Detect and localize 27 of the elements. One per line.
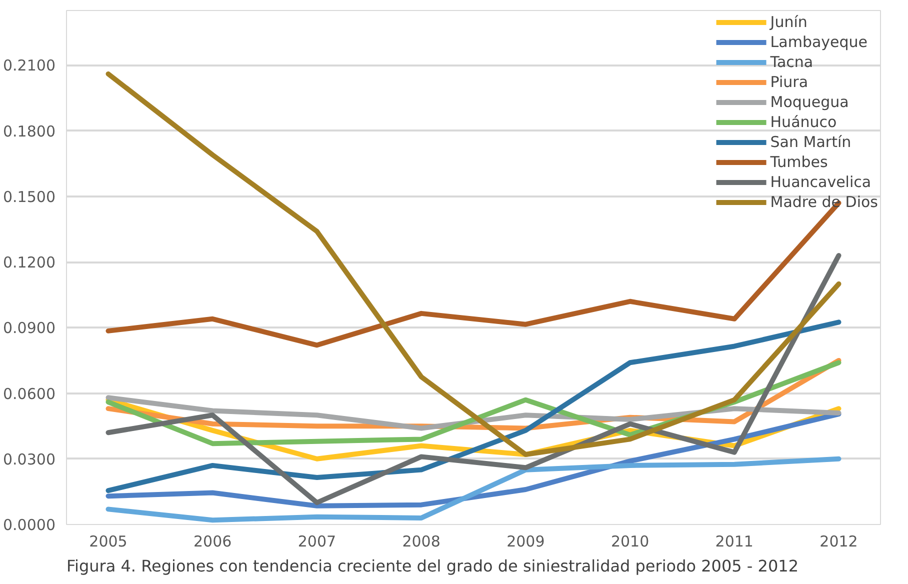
legend-label: Tumbes [770,153,828,171]
x-tick-label: 2009 [506,532,545,550]
legend-label: Madre de Dios [770,193,878,211]
legend-label: Junín [770,13,808,31]
y-tick-label: 0.0600 [3,384,56,403]
legend-label: Piura [770,73,808,91]
x-tick-label: 2006 [194,532,232,550]
x-tick-label: 2005 [89,532,128,550]
legend-label: Moquegua [770,93,849,111]
y-tick-label: 0.1800 [3,122,56,140]
y-tick-label: 0.1500 [3,188,56,206]
x-tick-label: 2010 [610,532,650,550]
y-tick-label: 0.0300 [3,450,56,468]
x-tick-label: 2012 [820,532,858,550]
x-tick-label: 2007 [298,532,336,550]
y-tick-label: 0.1200 [3,254,56,272]
legend-label: Tacna [770,53,814,71]
y-tick-label: 0.2100 [3,56,56,75]
legend-label: Huánuco [770,113,837,131]
y-tick-label: 0.0900 [3,319,56,338]
x-tick-label: 2011 [715,532,754,550]
legend-label: Huancavelica [770,173,872,191]
y-tick-label: 0.0000 [3,516,56,534]
legend-label: San Martín [770,133,852,151]
x-tick-label: 2008 [402,532,440,550]
legend-label: Lambayeque [770,33,868,51]
text: Figura 4. Regiones con tendencia creciente del grado de siniestralidad periodo 2005 - 2012 [66,556,798,576]
